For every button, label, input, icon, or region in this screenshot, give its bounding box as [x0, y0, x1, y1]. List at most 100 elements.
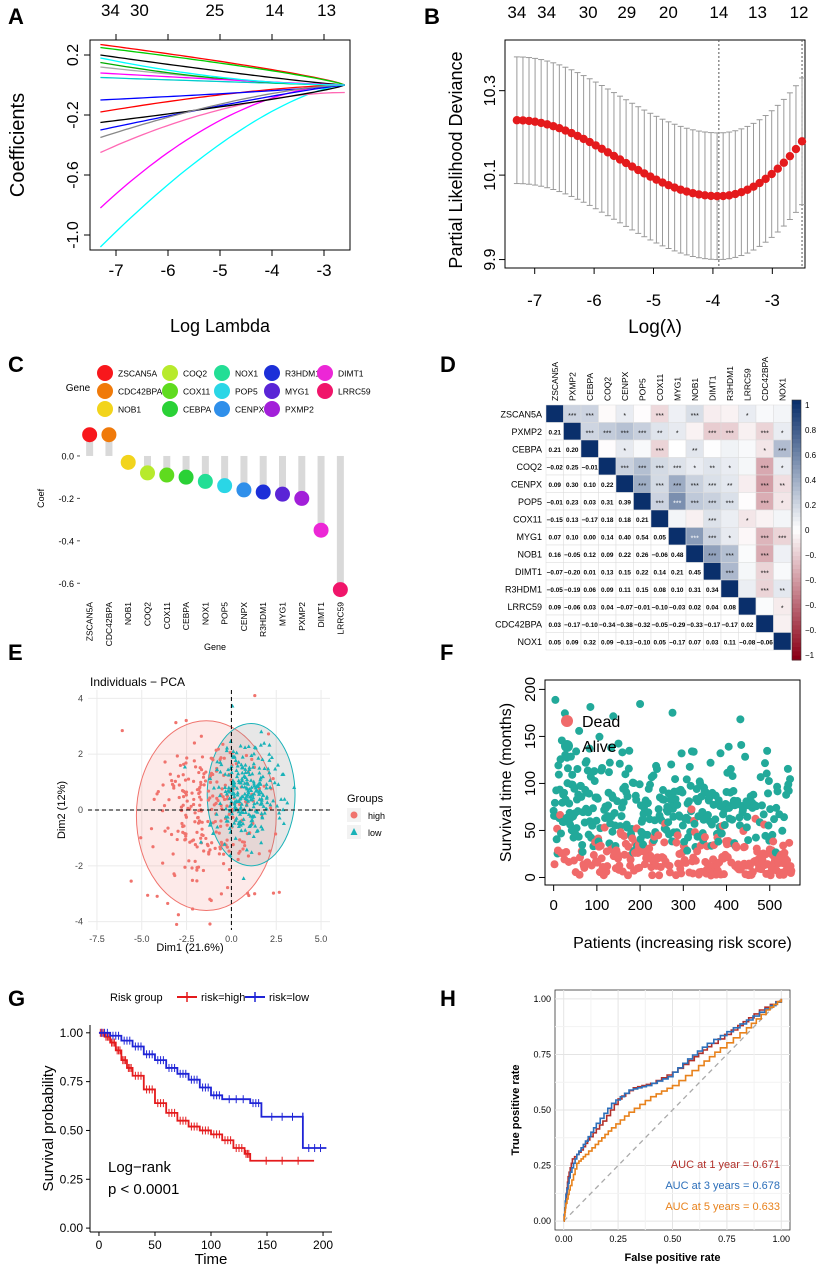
pca-point-low	[253, 788, 258, 793]
correlation-value: −0.01	[547, 499, 564, 506]
pca-point-low	[223, 785, 228, 789]
alive-point	[551, 695, 560, 704]
alive-point	[590, 767, 599, 776]
correlation-value: 0.40	[619, 534, 632, 541]
pca-point-high	[208, 796, 212, 800]
pca-point-high	[199, 734, 203, 738]
correlation-value: 0.10	[584, 482, 597, 489]
x-tick-label: -3	[316, 261, 331, 280]
y-tick-label: 0.75	[60, 1075, 84, 1089]
lollipop-point	[332, 582, 348, 598]
significance-stars: ***	[708, 553, 716, 560]
pca-point-low	[238, 811, 243, 816]
diag-cell	[563, 422, 582, 441]
correlation-value: 0.21	[671, 569, 684, 576]
alive-point	[614, 739, 623, 748]
correlation-value: −0.05	[564, 552, 581, 559]
pca-point-high	[161, 783, 165, 787]
correlation-value: 0.20	[566, 447, 579, 454]
lollipop-point	[236, 482, 252, 498]
pca-point-low	[227, 808, 232, 813]
km-curve-high	[98, 1031, 315, 1162]
alive-point	[764, 789, 773, 798]
correlation-value: 0.30	[566, 482, 579, 489]
colorbar-step	[792, 638, 801, 644]
dead-point	[603, 862, 612, 871]
colorbar-step	[792, 478, 801, 483]
dead-point	[769, 837, 778, 846]
alive-point	[757, 801, 766, 810]
alive-point	[613, 797, 622, 806]
pca-point-low	[240, 754, 245, 759]
pca-point-high	[246, 891, 250, 895]
pca-point-high	[175, 922, 179, 927]
lollipop-point	[217, 478, 233, 494]
correlation-value: 0.25	[566, 464, 579, 471]
colorbar-step	[792, 443, 801, 449]
dead-point	[748, 868, 757, 877]
row-label: COX11	[513, 514, 542, 524]
column-label: PXMP2	[567, 372, 577, 401]
pca-point-high	[218, 847, 222, 851]
pca-point-high	[183, 778, 188, 782]
alive-point	[598, 763, 607, 772]
correlation-value: 0.11	[724, 639, 737, 646]
alive-point	[659, 795, 668, 804]
alive-point	[685, 762, 694, 771]
pca-point-low	[240, 794, 245, 799]
pca-point-low	[231, 749, 236, 753]
pca-point-high	[181, 773, 185, 777]
pca-point-high	[198, 790, 202, 794]
pca-point-low	[259, 729, 264, 734]
panel-c-coefficient-lollipop: Gene ZSCAN5A COQ2 NOX1 R3HDM1 DIMT1 CDC42BPA CO…	[36, 365, 371, 652]
pca-point-low	[258, 777, 263, 782]
roc-curve-2	[563, 998, 783, 1222]
legend-label: risk=low	[269, 992, 309, 1004]
correlation-value: 0.07	[689, 639, 702, 646]
correlation-value: −0.10	[652, 604, 669, 611]
column-label: LRRC59	[742, 368, 752, 401]
deviance-point	[785, 151, 795, 161]
pca-point-high	[257, 852, 261, 856]
colorbar-step	[792, 447, 801, 453]
pca-point-low	[275, 803, 280, 808]
pca-point-high	[195, 845, 199, 849]
deviance-point	[700, 191, 710, 200]
pca-point-high	[201, 775, 206, 779]
dead-point	[660, 838, 669, 847]
alive-point	[617, 812, 626, 821]
pca-point-low	[267, 742, 272, 747]
pca-point-low	[224, 791, 229, 796]
y-tick-label: 10.1	[482, 159, 499, 190]
coefficient-path	[100, 57, 345, 86]
correlation-value: 0.03	[549, 622, 562, 629]
pca-point-low	[273, 766, 278, 771]
pca-point-high	[149, 827, 154, 831]
pca-point-high	[271, 777, 275, 781]
pca-point-low	[259, 811, 264, 816]
significance-stars: ***	[656, 448, 664, 455]
colorbar-step	[792, 495, 801, 501]
pca-point-low	[256, 792, 261, 796]
significance-stars: ***	[778, 535, 786, 542]
pca-point-high	[198, 803, 202, 807]
panel-label-g: G	[8, 986, 25, 1011]
deviance-point	[718, 191, 728, 201]
colorbar-step	[792, 534, 801, 540]
correlation-value: 0.03	[706, 639, 719, 646]
significance-stars: *	[728, 535, 731, 542]
pca-point-high	[185, 756, 189, 760]
alive-point	[703, 811, 712, 820]
dead-point	[597, 854, 606, 863]
alive-point	[618, 748, 627, 757]
pca-point-low	[249, 788, 254, 793]
pca-point-high	[193, 765, 198, 769]
pca-point-high	[231, 815, 235, 820]
significance-stars: ***	[638, 430, 646, 437]
significance-stars: ***	[708, 500, 716, 507]
dead-point	[700, 833, 709, 842]
pca-point-low	[251, 804, 256, 809]
pca-point-low	[226, 772, 231, 777]
pca-point-low	[265, 800, 270, 805]
x-tick-label: DIMT1	[316, 602, 326, 628]
